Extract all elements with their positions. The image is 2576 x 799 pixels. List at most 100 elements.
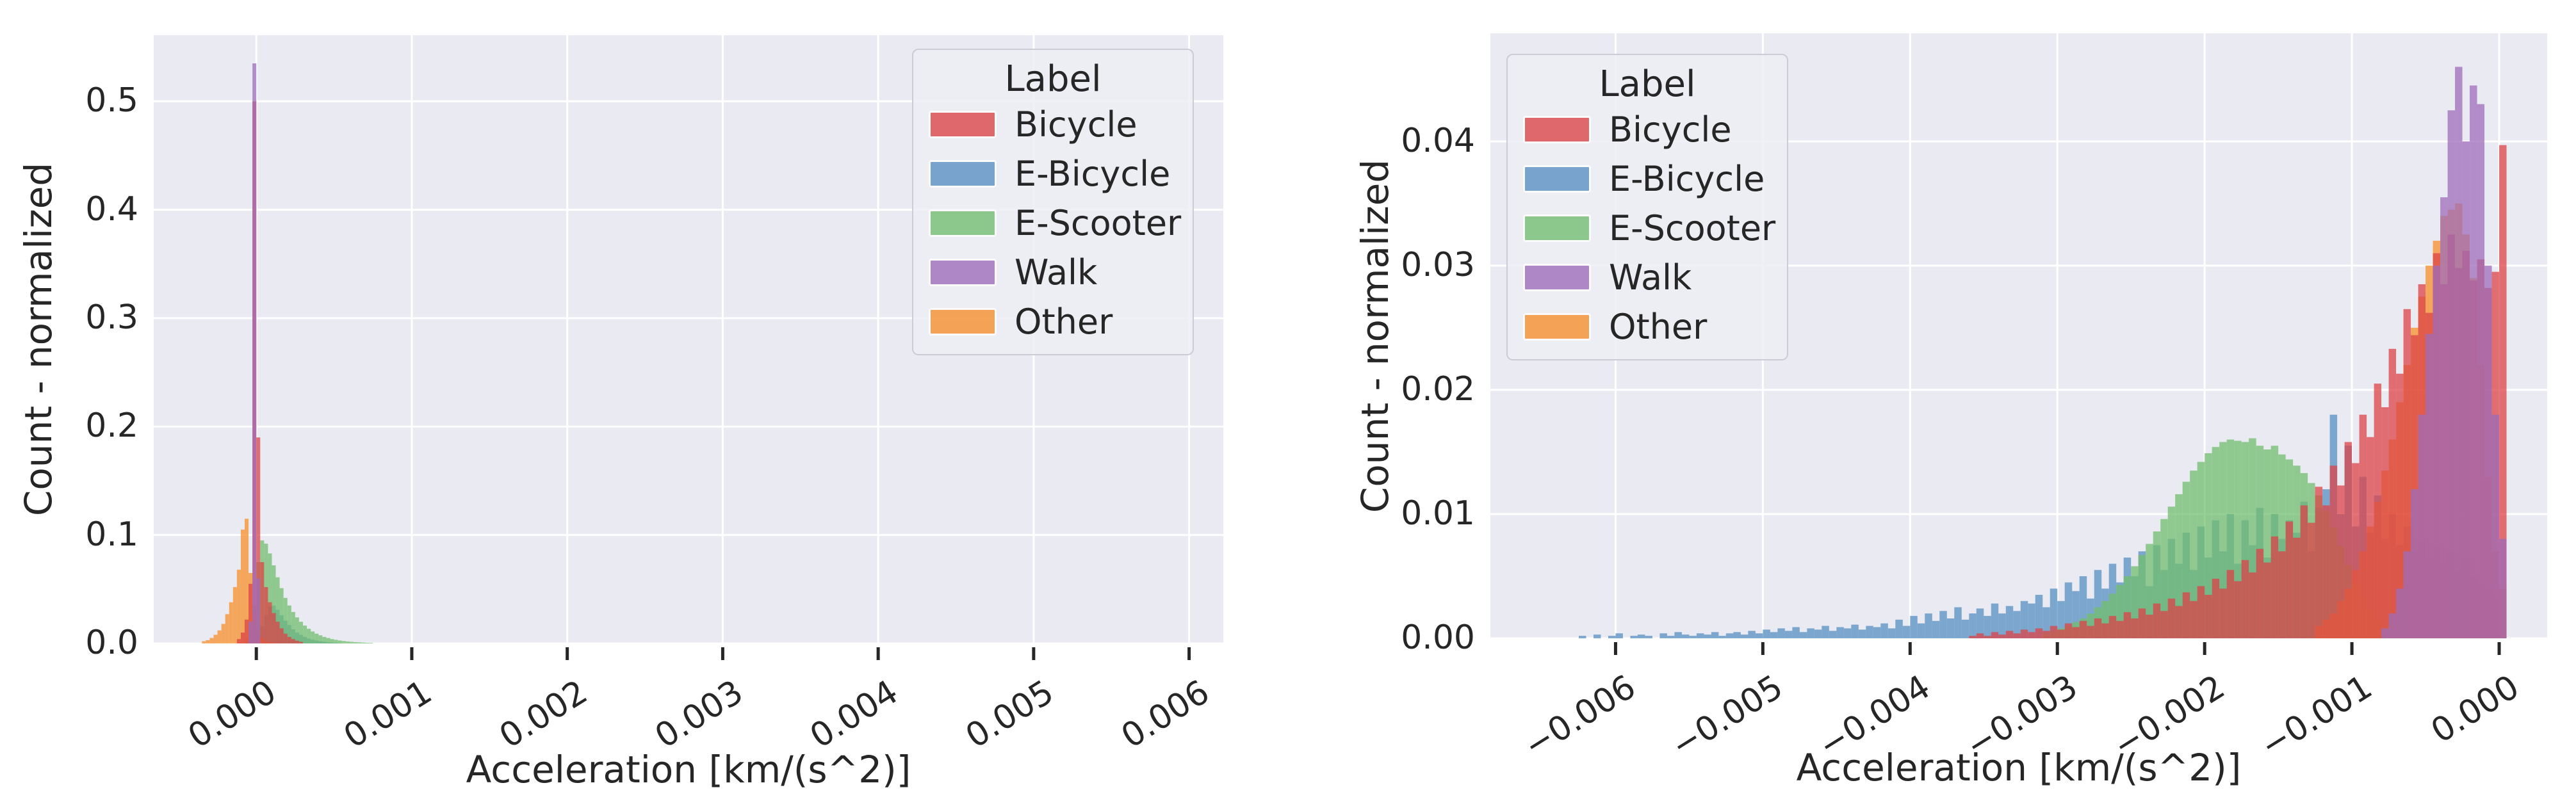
y-tick-label: 0.0 [85,623,138,662]
y-tick-label: 0.02 [1401,369,1475,408]
histogram-bar-bicycle [244,619,249,643]
y-tick-label: 0.03 [1401,245,1475,284]
histogram-bar-bicycle [2411,335,2418,638]
legend-entry-label: Walk [1609,257,1692,298]
histogram-bar-e-bicycle [1851,624,1859,638]
histogram-bar-walk [2433,265,2441,638]
y-tick-label: 0.00 [1401,618,1475,657]
histogram-bar-e-bicycle [1799,632,1807,638]
histogram-bar-e-scooter [287,605,291,643]
histogram-bar-bicycle [2381,407,2389,638]
histogram-bar-bicycle [2234,581,2242,638]
histogram-bar-e-bicycle [1887,628,1896,638]
histogram-bar-e-bicycle [1777,628,1785,638]
histogram-bar-e-scooter [353,642,357,643]
histogram-bar-e-bicycle [1667,636,1675,638]
legend-entry: Other [1508,302,1787,351]
histogram-bar-bicycle [236,639,241,643]
y-tick-label: 0.04 [1401,121,1475,160]
histogram-bar-e-scooter [2182,481,2190,638]
histogram-bar-bicycle [2337,485,2345,638]
histogram-bar-other [236,569,241,643]
histogram-bar-e-scooter [2146,544,2153,638]
histogram-bar-e-bicycle [1740,634,1749,638]
histogram-bar-bicycle [1969,636,1977,638]
histogram-bar-bicycle [2146,615,2153,638]
histogram-bar-e-bicycle [1711,632,1719,638]
histogram-bar-e-scooter [345,641,350,643]
histogram-bar-e-scooter [341,641,346,643]
histogram-bar-e-bicycle [1843,628,1852,638]
histogram-bar-e-bicycle [2020,601,2028,638]
legend-swatch-icon [1523,313,1591,341]
histogram-bar-bicycle [2256,549,2264,638]
legend-entry: E-Scooter [913,198,1193,248]
y-tick-label: 0.01 [1401,494,1475,533]
histogram-bar-bicycle [2241,560,2249,638]
histogram-bar-walk [252,63,257,644]
histogram-bar-bicycle [2160,611,2168,638]
histogram-bar-bicycle [2175,606,2183,638]
histogram-bar-bicycle [2374,383,2382,638]
histogram-bar-e-scooter [2278,454,2286,638]
legend-entry: Bicycle [1508,105,1787,154]
histogram-bar-bicycle [2138,608,2146,638]
histogram-bar-e-scooter [334,640,338,643]
histogram-bar-other [221,624,225,643]
histogram-bar-bicycle [2352,463,2360,638]
histogram-bar-e-bicycle [1630,636,1638,638]
histogram-bar-bicycle [2293,537,2301,638]
histogram-bar-e-scooter [357,642,362,643]
histogram-bar-e-bicycle [1733,632,1741,638]
histogram-bar-e-scooter [2263,449,2271,638]
histogram-bar-bicycle [256,437,261,643]
histogram-bar-e-bicycle [1578,636,1586,638]
legend-entry: E-Bicycle [1508,154,1787,204]
legend-swatch-icon [929,259,997,286]
histogram-bar-walk [2499,538,2507,638]
histogram-bar-e-scooter [2226,439,2235,638]
histogram-bar-e-scooter [272,565,276,643]
y-tick-label: 0.2 [85,407,138,446]
y-tick-label: 0.1 [85,515,138,554]
histogram-bar-bicycle [2050,625,2058,638]
histogram-bar-e-bicycle [1807,628,1814,638]
histogram-bar-e-bicycle [1998,613,2006,638]
histogram-bar-other [229,602,233,643]
legend-entry-label: E-Bicycle [1015,154,1171,194]
histogram-bar-e-bicycle [2050,588,2058,638]
histogram-bar-other [217,630,222,643]
histogram-bar-bicycle [2249,572,2256,638]
histogram-bar-other [202,641,206,643]
histogram-bar-e-bicycle [1689,636,1697,638]
histogram-bar-bicycle [2270,536,2279,638]
histogram-bar-bicycle [2226,570,2235,638]
histogram-bar-bicycle [2020,629,2028,638]
histogram-bar-e-scooter [2167,506,2176,638]
histogram-bar-e-bicycle [1704,634,1711,638]
histogram-bar-e-bicycle [1836,627,1844,638]
histogram-bar-bicycle [240,633,245,643]
histogram-bar-other [240,529,245,643]
histogram-bar-e-scooter [2219,442,2227,638]
histogram-bar-e-bicycle [1659,633,1667,638]
legend-entry: Bicycle [913,100,1193,149]
histogram-bar-e-bicycle [1645,636,1652,638]
histogram-bar-e-scooter [2138,554,2146,638]
legend-entry-label: E-Scooter [1015,203,1182,243]
histogram-bar-e-bicycle [1925,613,1932,638]
histogram-bar-bicycle [249,583,253,643]
histogram-bar-bicycle [2116,620,2124,638]
histogram-bar-e-bicycle [1725,633,1734,638]
histogram-bar-e-bicycle [1608,636,1616,638]
histogram-bar-e-bicycle [1718,636,1726,638]
histogram-bar-e-bicycle [1674,632,1682,638]
histogram-bar-bicycle [2101,623,2109,638]
histogram-bar-bicycle [2094,618,2102,638]
legend-items: Bicycle E-Bicycle E-Scooter Walk Other [913,100,1193,346]
histogram-bar-e-scooter [2197,462,2205,638]
histogram-bar-other [206,640,210,643]
histogram-bar-bicycle [2028,632,2035,638]
legend-entry-label: Walk [1015,252,1098,293]
